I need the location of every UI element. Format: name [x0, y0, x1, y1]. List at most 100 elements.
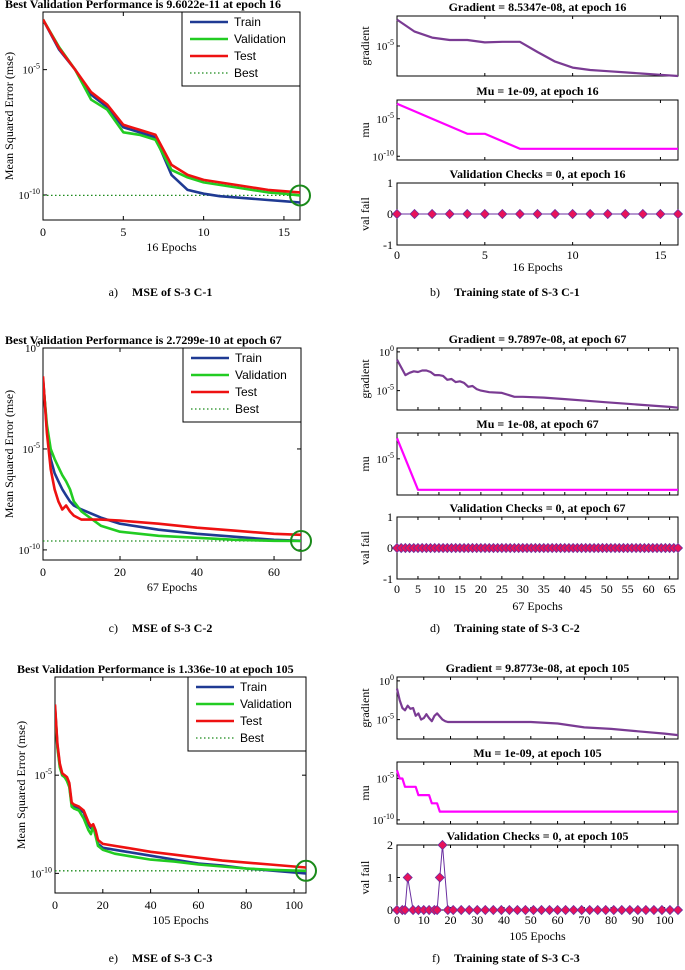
valfail-point-f: [432, 904, 443, 916]
valfail-point-b: [391, 208, 403, 220]
y-tick-label-a: 10-10: [18, 187, 40, 202]
legend-label-best-a: Best: [234, 66, 259, 80]
y-tick-label-c: 10-5: [22, 441, 40, 456]
gradient-axes-frame-b: [396, 15, 679, 77]
legend-box-c: [182, 347, 302, 423]
mu-axes-frame-d: [396, 432, 679, 496]
gradient-y-tick-label-f: 10-5: [376, 712, 394, 727]
valfail-x-tick-label-d: 5: [415, 582, 421, 596]
valfail-point-b: [479, 208, 490, 220]
valfail-point-f: [520, 904, 531, 916]
gradient-y-axis-label-b: gradient: [358, 26, 372, 66]
series-train-line-c: [43, 378, 301, 543]
x-tick-label-a: 5: [120, 225, 126, 239]
gradient-axes-frame-d: [396, 347, 679, 411]
x-tick-label-c: 40: [191, 565, 203, 579]
valfail-point-b: [585, 208, 596, 220]
valfail-x-tick-label-f: 0: [394, 913, 400, 927]
valfail-title-f: Validation Checks = 0, at epoch 105: [446, 829, 628, 843]
valfail-x-tick-label-d: 45: [580, 582, 592, 596]
valfail-point-f: [576, 904, 587, 916]
legend-label-test-e: Test: [240, 714, 263, 728]
legend-label-best-c: Best: [235, 402, 260, 416]
valfail-point-f: [448, 904, 459, 916]
mse-panel-e: Best Validation Performance is 1.336e-10…: [14, 662, 317, 927]
x-tick-label-a: 0: [40, 225, 46, 239]
valfail-point-b: [409, 208, 420, 220]
gradient-title-b: Gradient = 8.5347e-08, at epoch 16: [449, 0, 627, 14]
valfail-point-b: [567, 208, 578, 220]
valfail-point-f: [464, 904, 475, 916]
valfail-x-tick-label-d: 20: [475, 582, 487, 596]
valfail-point-f: [488, 904, 499, 916]
valfail-point-f: [504, 904, 515, 916]
valfail-point-b: [602, 208, 613, 220]
caption-letter-c: c): [109, 621, 118, 635]
caption-text-f: Training state of S-3 C-3: [454, 951, 580, 965]
valfail-x-tick-label-f: 80: [605, 913, 617, 927]
valfail-point-f: [399, 904, 411, 916]
valfail-point-f: [664, 904, 676, 916]
y-tick-label-a: 10-5: [22, 62, 40, 77]
legend-label-train-e: Train: [240, 680, 267, 694]
x-tick-label-e: 80: [240, 898, 252, 912]
training-state-panel-b: Gradient = 8.5347e-08, at epoch 16 gradie…: [358, 0, 684, 274]
valfail-point-b: [514, 208, 526, 220]
valfail-point-f: [512, 904, 523, 916]
valfail-point-b: [462, 208, 473, 220]
valfail-y-tick-label-f: 2: [387, 838, 393, 852]
mu-line-f: [395, 769, 678, 813]
valfail-point-f: [528, 904, 539, 916]
x-tick-label-c: 20: [114, 565, 126, 579]
caption-text-e: MSE of S-3 C-3: [132, 951, 212, 965]
mu-y-axis-label-b: mu: [358, 122, 372, 137]
valfail-x-tick-label-f: 90: [632, 913, 644, 927]
series-test-line-a: [43, 18, 300, 194]
valfail-point-b: [549, 208, 561, 220]
x-axis-label-f: 105 Epochs: [509, 929, 566, 943]
valfail-point-b: [655, 208, 666, 220]
y-tick-label-c: 100: [25, 340, 40, 355]
legend-label-test-a: Test: [234, 49, 257, 63]
valfail-y-tick-label-b: 1: [387, 176, 393, 190]
mu-y-axis-label-f: mu: [358, 785, 372, 800]
series-validation-line-c: [43, 380, 301, 543]
mu-y-tick-label-d: 10-5: [376, 451, 394, 466]
valfail-title-b: Validation Checks = 0, at epoch 16: [449, 167, 625, 181]
valfail-x-tick-label-b: 15: [654, 248, 666, 262]
valfail-x-tick-label-f: 70: [578, 913, 590, 927]
valfail-x-tick-label-b: 5: [482, 248, 488, 262]
valfail-point-d: [672, 542, 684, 554]
best-marker-circle-c: [290, 530, 312, 553]
valfail-x-tick-label-d: 65: [664, 582, 676, 596]
valfail-x-tick-label-d: 35: [538, 582, 550, 596]
gradient-y-axis-label-d: gradient: [358, 359, 372, 399]
legend-label-validation-c: Validation: [235, 368, 287, 382]
valfail-y-tick-label-f: 0: [387, 903, 393, 917]
valfail-point-f: [624, 904, 635, 916]
valfail-x-tick-label-f: 10: [418, 913, 430, 927]
gradient-title-f: Gradient = 9.8773e-08, at epoch 105: [446, 661, 630, 675]
mu-y-tick-label-f: 10-5: [376, 771, 394, 786]
legend-box-e: [187, 676, 307, 752]
mu-y-tick-label-f: 10-10: [372, 812, 394, 827]
valfail-y-axis-label-b: val fail: [358, 197, 372, 231]
valfail-point-f: [648, 904, 659, 916]
valfail-x-tick-label-d: 0: [394, 582, 400, 596]
valfail-y-axis-label-f: val fail: [358, 860, 372, 894]
mse-panel-a: Best Validation Performance is 9.6022e-1…: [2, 0, 311, 254]
valfail-y-tick-label-d: -1: [383, 572, 393, 586]
caption-letter-b: b): [430, 285, 440, 299]
gradient-line-d: [396, 359, 679, 409]
valfail-point-f: [434, 872, 445, 883]
mse-panel-c: Best Validation Performance is 2.7299e-1…: [2, 333, 312, 594]
y-axis-label-c: Mean Squared Error (mse): [2, 390, 16, 518]
valfail-x-tick-label-d: 30: [517, 582, 529, 596]
valfail-y-tick-label-f: 1: [387, 871, 393, 885]
valfail-point-f: [480, 904, 491, 916]
mu-axes-frame-b: [396, 99, 679, 161]
x-axis-label-d: 67 Epochs: [512, 599, 563, 613]
mse-title-c: Best Validation Performance is 2.7299e-1…: [5, 333, 282, 347]
valfail-title-d: Validation Checks = 0, at epoch 67: [449, 501, 625, 515]
valfail-point-f: [616, 904, 627, 916]
